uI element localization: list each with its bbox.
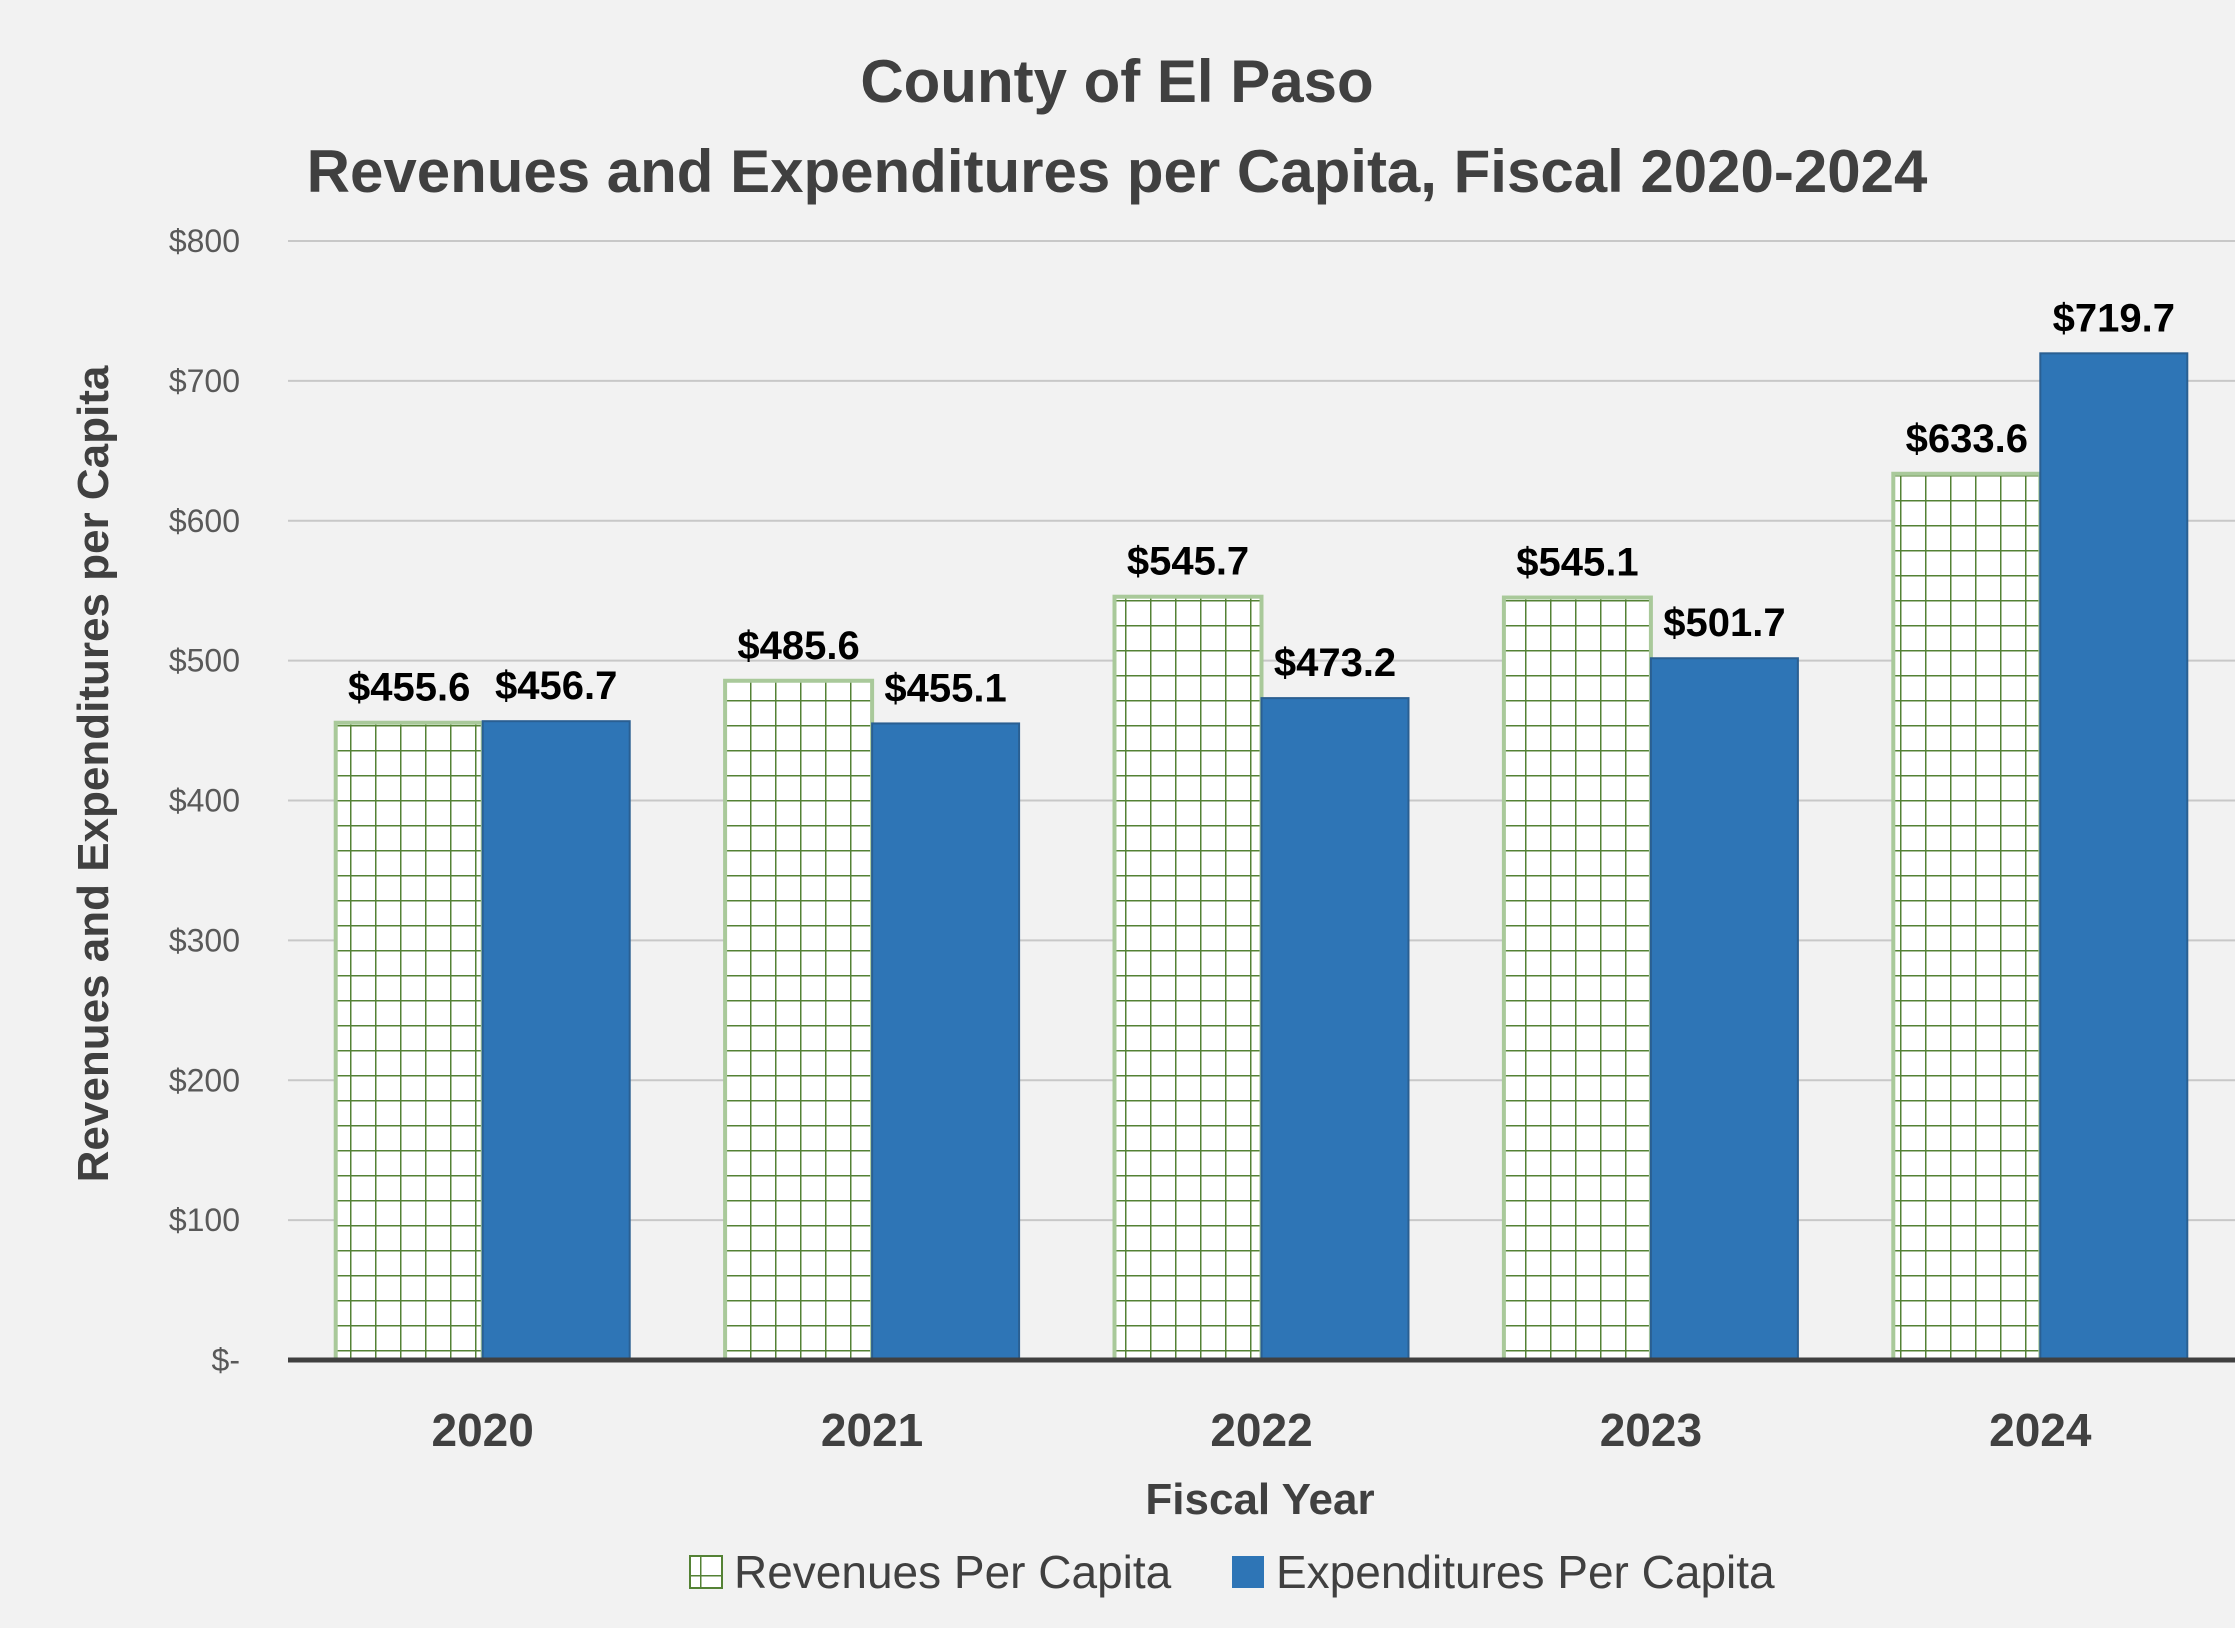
data-label-expenditures-2020: $456.7 bbox=[495, 664, 617, 708]
chart-title-line-1: County of El Paso bbox=[860, 48, 1373, 115]
x-tick-label-2023: 2023 bbox=[1600, 1404, 1702, 1456]
bar-expenditures-2022 bbox=[1260, 697, 1410, 1361]
data-label-revenues-2022: $545.7 bbox=[1127, 540, 1249, 584]
x-tick-label-2022: 2022 bbox=[1210, 1404, 1312, 1456]
y-tick-label: $800 bbox=[169, 223, 240, 259]
data-label-expenditures-2023: $501.7 bbox=[1663, 601, 1785, 645]
data-label-revenues-2023: $545.1 bbox=[1516, 541, 1638, 585]
y-tick-label: $200 bbox=[169, 1062, 240, 1098]
y-axis-title: Revenues and Expenditures per Capita bbox=[69, 365, 118, 1182]
y-tick-label: $400 bbox=[169, 783, 240, 819]
legend-label-revenues: Revenues Per Capita bbox=[734, 1546, 1172, 1598]
y-tick-label: $600 bbox=[169, 503, 240, 539]
y-tick-label: $- bbox=[212, 1342, 240, 1378]
y-tick-label: $100 bbox=[169, 1202, 240, 1238]
data-label-expenditures-2022: $473.2 bbox=[1274, 641, 1396, 685]
bar-expenditures-2024 bbox=[2039, 352, 2189, 1361]
legend: Revenues Per Capita Expenditures Per Cap… bbox=[689, 1546, 1775, 1598]
y-tick-label: $300 bbox=[169, 922, 240, 958]
data-label-expenditures-2024: $719.7 bbox=[2053, 296, 2175, 340]
data-label-revenues-2024: $633.6 bbox=[1906, 417, 2028, 461]
bar-revenues-2022 bbox=[1112, 594, 1264, 1362]
y-tick-label: $500 bbox=[169, 643, 240, 679]
x-tick-label-2020: 2020 bbox=[432, 1404, 534, 1456]
legend-swatch-revenues bbox=[689, 1555, 723, 1589]
x-tick-label-2024: 2024 bbox=[1989, 1404, 2092, 1456]
bar-revenues-2021 bbox=[723, 678, 875, 1362]
data-label-revenues-2021: $485.6 bbox=[737, 624, 859, 668]
bar-expenditures-2020 bbox=[481, 720, 631, 1361]
chart-title-line-2: Revenues and Expenditures per Capita, Fi… bbox=[307, 138, 1928, 205]
legend-label-expenditures: Expenditures Per Capita bbox=[1276, 1546, 1775, 1598]
bar-revenues-2023 bbox=[1501, 595, 1653, 1362]
y-tick-label: $700 bbox=[169, 363, 240, 399]
bar-expenditures-2021 bbox=[871, 722, 1021, 1361]
x-axis-title: Fiscal Year bbox=[1145, 1475, 1374, 1524]
data-labels: $455.6 $456.7 $485.6 $455.1 $545.7 $473.2 $545… bbox=[348, 296, 2175, 710]
bars bbox=[333, 352, 2189, 1362]
x-axis-tick-labels: 2020 2021 2022 2023 2024 bbox=[432, 1404, 2092, 1456]
bar-revenues-2020 bbox=[333, 720, 485, 1362]
data-label-expenditures-2021: $455.1 bbox=[884, 666, 1006, 710]
x-tick-label-2021: 2021 bbox=[821, 1404, 923, 1456]
bar-revenues-2024 bbox=[1891, 471, 2043, 1362]
data-label-revenues-2020: $455.6 bbox=[348, 666, 470, 710]
legend-swatch-expenditures bbox=[1232, 1556, 1264, 1588]
bar-expenditures-2023 bbox=[1649, 657, 1799, 1361]
y-axis-tick-labels: $- $100 $200 $300 $400 $500 $600 $700 $800 bbox=[169, 223, 240, 1378]
